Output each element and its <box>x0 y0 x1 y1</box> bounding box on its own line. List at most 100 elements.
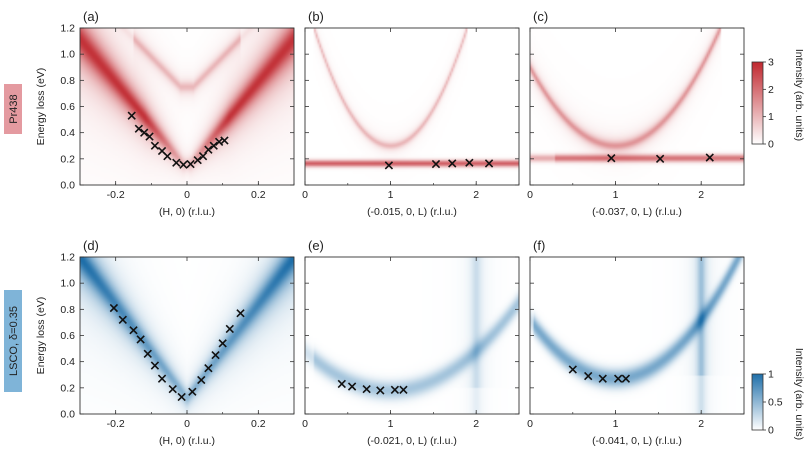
data-point-marker <box>337 379 346 389</box>
data-point-marker <box>143 349 152 358</box>
y-tick-label: 0.4 <box>60 127 75 139</box>
x-tick-label: 2 <box>698 418 704 430</box>
x-axis-label: (-0.037, 0, L) (r.l.u.) <box>592 206 682 218</box>
heatmap-image <box>305 257 519 414</box>
x-tick-label: 1 <box>613 189 619 201</box>
data-point-marker <box>399 385 408 394</box>
panel-5: 0 1 2 (f) (-0.041, 0, L) (r.l.u.) <box>527 238 745 447</box>
panel-1: 0 1 2 (b) (-0.015, 0, L) (r.l.u.) <box>302 9 520 218</box>
panel-2: 0 1 2 (c) (-0.037, 0, L) (r.l.u.) <box>527 9 745 218</box>
data-point-marker <box>150 361 160 370</box>
x-tick-label: 0 <box>302 189 308 201</box>
data-point-marker <box>431 159 441 169</box>
colorbar-tick-label: 1 <box>768 111 774 123</box>
panel-label: (c) <box>533 9 548 24</box>
x-tick-label: 0.2 <box>251 418 266 430</box>
y-tick-label: 1.0 <box>60 278 75 290</box>
data-point-marker <box>136 335 145 344</box>
colorbar-tick-label: 0 <box>768 139 774 151</box>
y-tick-label: 0.2 <box>60 382 75 394</box>
x-tick-label: 0 <box>527 418 533 430</box>
heatmap-image <box>80 257 294 414</box>
y-tick-label: 0.6 <box>60 330 75 342</box>
panel-3: -0.2 0 0.2 0.0 0.2 0.4 0.6 0.8 1.0 1.2 (d) (H, 0) (… <box>35 238 295 447</box>
data-point-marker <box>484 159 494 168</box>
data-point-marker <box>384 161 394 170</box>
heatmap-image <box>305 28 519 185</box>
y-axis-label: Energy loss (eV) <box>35 68 47 146</box>
x-tick-label: 1 <box>388 418 394 430</box>
x-axis-label: (H, 0) (r.l.u.) <box>159 435 215 447</box>
y-tick-label: 0.0 <box>60 409 75 421</box>
x-tick-label: 2 <box>473 189 479 201</box>
x-axis-label: (-0.021, 0, L) (r.l.u.) <box>367 435 457 447</box>
x-axis-label: (H, 0) (r.l.u.) <box>159 206 215 218</box>
data-point-marker <box>568 365 577 374</box>
data-point-marker <box>220 136 229 145</box>
data-point-marker <box>198 152 208 161</box>
colorbar-tick-label: 2 <box>768 84 774 96</box>
data-point-marker <box>186 159 195 169</box>
data-point-marker <box>134 124 144 133</box>
panel-4: 0 1 2 (e) (-0.021, 0, L) (r.l.u.) <box>302 238 520 447</box>
y-tick-label: 0.0 <box>60 180 75 192</box>
heatmap-image <box>530 28 744 185</box>
y-axis-label: Energy loss (eV) <box>35 297 47 375</box>
heatmap-image <box>80 28 294 185</box>
data-point-marker <box>145 132 154 141</box>
y-tick-label: 1.0 <box>60 49 75 61</box>
data-point-marker <box>129 326 138 335</box>
data-point-marker <box>209 141 218 150</box>
x-tick-label: 0 <box>184 189 190 201</box>
colorbar-tick-label: 1 <box>768 369 774 381</box>
data-point-marker <box>655 154 665 163</box>
y-tick-label: 1.2 <box>60 23 75 35</box>
y-tick-label: 1.2 <box>60 252 75 264</box>
colorbar-title: Intensity (arb. units) <box>793 49 805 141</box>
data-point-marker <box>168 384 177 394</box>
data-point-marker <box>193 155 202 165</box>
data-point-marker <box>197 375 206 385</box>
row-label: Pr438 <box>8 94 20 123</box>
x-tick-label: -0.2 <box>107 189 125 201</box>
data-point-marker <box>607 154 616 163</box>
data-point-marker <box>211 350 220 360</box>
data-point-marker <box>140 128 149 137</box>
x-axis-label: (-0.041, 0, L) (r.l.u.) <box>592 435 682 447</box>
data-point-marker <box>465 158 474 167</box>
y-tick-label: 0.6 <box>60 101 75 113</box>
data-point-marker <box>179 160 188 169</box>
x-tick-label: 0 <box>184 418 190 430</box>
x-tick-label: 1 <box>388 189 394 201</box>
y-tick-label: 0.2 <box>60 153 75 165</box>
data-point-marker <box>109 303 119 313</box>
data-point-marker <box>218 339 227 348</box>
y-tick-label: 0.4 <box>60 356 75 368</box>
row-label: LSCO, δ=0.35 <box>8 306 20 376</box>
data-point-marker <box>236 309 245 318</box>
panel-label: (e) <box>308 238 324 253</box>
panel-0: -0.2 0 0.2 0.0 0.2 0.4 0.6 0.8 1.0 1.2 (a) (H, 0) (… <box>35 9 295 218</box>
x-axis-label: (-0.015, 0, L) (r.l.u.) <box>367 206 457 218</box>
data-point-marker <box>204 364 213 373</box>
panel-label: (a) <box>83 9 99 24</box>
x-tick-label: 1 <box>613 418 619 430</box>
data-point-marker <box>362 384 371 394</box>
data-point-marker <box>172 158 181 167</box>
colorbar-tick-label: 0 <box>768 425 774 437</box>
data-point-marker <box>390 385 400 394</box>
data-point-marker <box>225 324 234 334</box>
data-point-marker <box>118 315 127 324</box>
data-point-marker <box>347 382 357 391</box>
data-point-marker <box>157 374 167 383</box>
data-point-marker <box>448 159 457 168</box>
x-tick-label: -0.2 <box>107 418 125 430</box>
data-point-marker <box>705 153 714 162</box>
data-point-marker <box>584 371 593 381</box>
data-point-marker <box>204 145 213 154</box>
data-point-marker <box>376 386 385 395</box>
x-tick-label: 2 <box>473 418 479 430</box>
colorbar <box>751 373 764 431</box>
panel-label: (f) <box>533 238 545 253</box>
